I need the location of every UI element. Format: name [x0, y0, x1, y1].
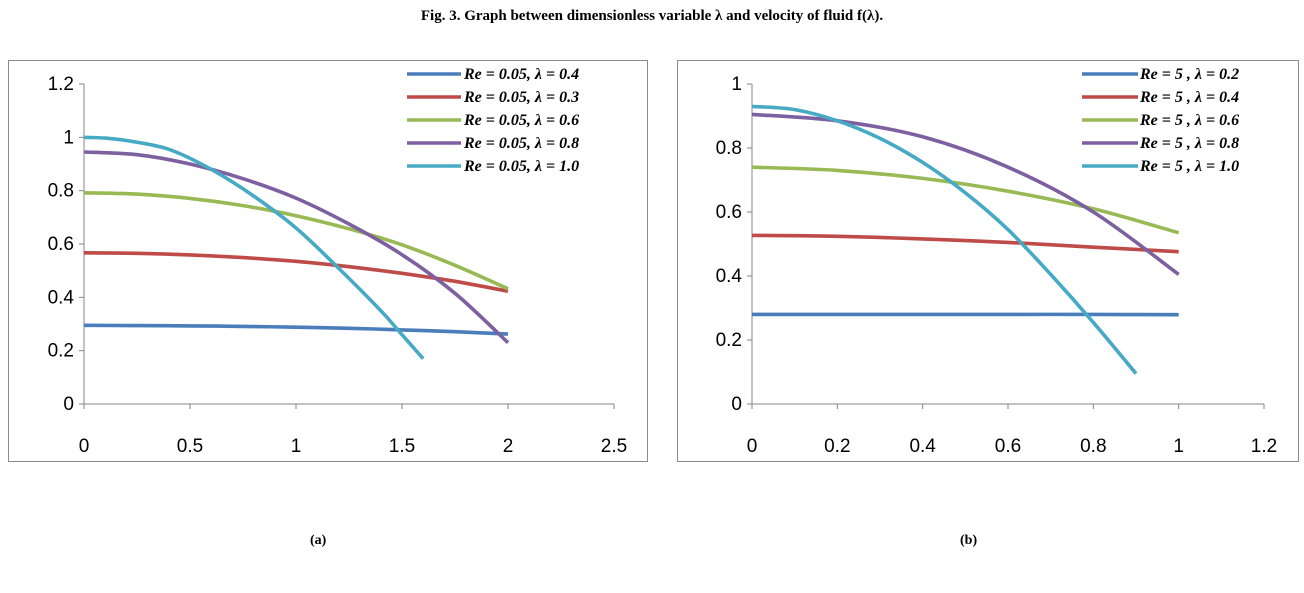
x-tick-label: 0.8	[1080, 436, 1106, 457]
subfigure-label-b: (b)	[960, 533, 978, 548]
x-tick-label: 1.2	[1251, 436, 1277, 457]
y-tick-label: 0.6	[48, 234, 74, 255]
series-line-a-5	[83, 135, 425, 360]
y-tick-label: 0	[63, 394, 74, 415]
series-line-b-5	[751, 104, 1138, 375]
y-tick-label: 1	[731, 74, 742, 95]
series-line-a-1	[83, 323, 509, 336]
x-tick-label: 0	[79, 436, 90, 457]
legend-label-a-4: Re = 0.05, λ = 0.8	[463, 135, 579, 152]
legend-label-b-4: Re = 5 , λ = 0.8	[1139, 135, 1239, 152]
legend-label-b-3: Re = 5 , λ = 0.6	[1139, 112, 1239, 129]
x-tick-label: 1	[291, 436, 302, 457]
x-tick-label: 0.5	[177, 436, 203, 457]
x-tick-label: 0.4	[909, 436, 936, 457]
x-tick-label: 0	[747, 436, 758, 457]
figure-title: Fig. 3. Graph between dimensionless vari…	[420, 8, 884, 24]
chart-panel-a: 0 0.2 0.4 0.6 0.8 1 1.2 0 0.5 1 1.5 2 2.5 Re = 0.05, …	[8, 60, 648, 462]
legend-label-a-5: Re = 0.05, λ = 1.0	[463, 158, 579, 175]
y-tick-label: 1.2	[48, 74, 74, 95]
legend-label-a-2: Re = 0.05, λ = 0.3	[463, 89, 579, 106]
y-tick-label: 1	[63, 127, 74, 148]
y-tick-label: 0.2	[48, 341, 74, 362]
y-tick-label: 0.8	[48, 181, 74, 202]
y-tick-label: 0.4	[48, 287, 75, 308]
y-tick-label: 0.4	[716, 266, 743, 287]
legend-label-b-1: Re = 5 , λ = 0.2	[1139, 66, 1239, 83]
x-tick-label: 2.5	[601, 436, 627, 457]
subfigure-label-a: (a)	[310, 533, 327, 548]
legend-label-b-2: Re = 5 , λ = 0.4	[1139, 89, 1239, 106]
x-tick-label: 1	[1173, 436, 1184, 457]
y-tick-label: 0.6	[716, 202, 742, 223]
chart-b-svg: 0 0.2 0.4 0.6 0.8 1 0 0.2 0.4 0.6 0.8 1 1.2 Re = 5 , …	[716, 66, 1278, 457]
series-line-b-3	[751, 165, 1180, 235]
y-tick-label: 0	[731, 394, 742, 415]
chart-panel-b: 0 0.2 0.4 0.6 0.8 1 0 0.2 0.4 0.6 0.8 1 1.2 Re = 5 , …	[677, 60, 1299, 462]
series-line-a-4	[83, 150, 510, 345]
x-tick-label: 0.2	[824, 436, 850, 457]
legend-label-a-3: Re = 0.05, λ = 0.6	[463, 112, 579, 129]
series-line-a-3	[83, 191, 509, 291]
y-tick-label: 0.2	[716, 330, 742, 351]
legend-label-a-1: Re = 0.05, λ = 0.4	[463, 66, 579, 83]
y-tick-label: 0.8	[716, 138, 742, 159]
series-line-b-2	[751, 233, 1179, 254]
legend-label-b-5: Re = 5 , λ = 1.0	[1139, 158, 1239, 175]
x-tick-label: 2	[503, 436, 514, 457]
chart-a-svg: 0 0.2 0.4 0.6 0.8 1 1.2 0 0.5 1 1.5 2 2.5 Re = 0.05, …	[48, 66, 628, 457]
x-tick-label: 0.6	[995, 436, 1021, 457]
x-tick-label: 1.5	[389, 436, 415, 457]
